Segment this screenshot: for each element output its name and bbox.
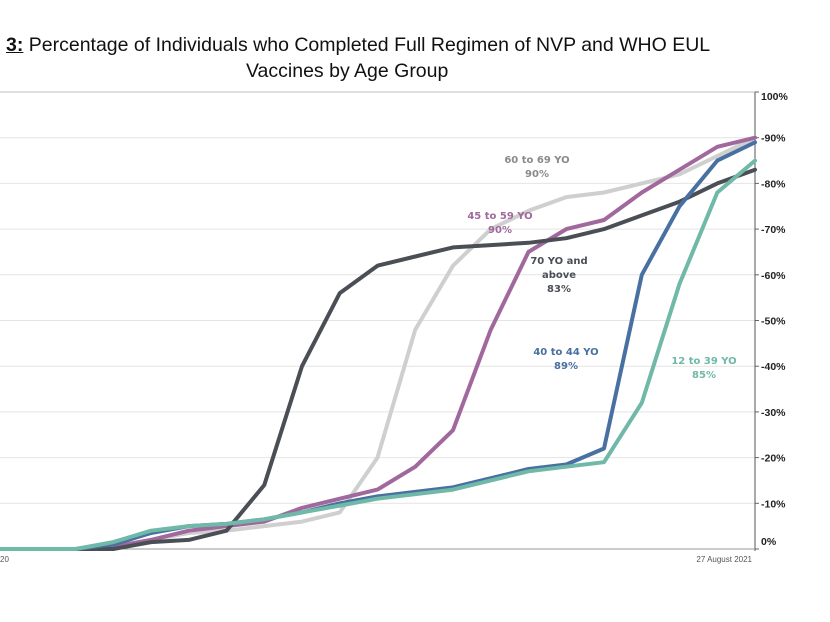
series-label-2: 70 YO and above 83% bbox=[530, 256, 587, 295]
series-name: 40 to 44 YO bbox=[533, 347, 598, 358]
y-axis: 0% -10% -20% -30% -40% -50% -60% -70% -80% -90% 10… bbox=[0, 91, 789, 551]
y-tick-label: -50% bbox=[761, 316, 786, 328]
series-label-4: 12 to 39 YO 85% bbox=[671, 356, 736, 381]
series-label-3: 40 to 44 YO 89% bbox=[533, 347, 598, 372]
series-line-2 bbox=[0, 167, 757, 551]
y-tick-label: -80% bbox=[761, 178, 786, 190]
series-labels: 60 to 69 YO 90% 45 to 59 YO 90% 70 YO and abo… bbox=[467, 155, 736, 381]
series-label-1: 45 to 59 YO 90% bbox=[467, 211, 532, 236]
y-tick-label: -70% bbox=[761, 224, 786, 236]
series-line-3 bbox=[0, 140, 757, 551]
series-value: 90% bbox=[488, 225, 512, 236]
series-value: 90% bbox=[525, 169, 549, 180]
series-line-1 bbox=[0, 135, 757, 551]
y-tick-label: -40% bbox=[761, 361, 786, 373]
chart-title-line1: 3: Percentage of Individuals who Complet… bbox=[6, 32, 710, 58]
chart-title-text: Percentage of Individuals who Completed … bbox=[23, 34, 711, 56]
series-lines bbox=[0, 135, 757, 551]
y-tick-label: -20% bbox=[761, 453, 786, 465]
y-tick-label: 100% bbox=[761, 91, 789, 103]
series-value: 89% bbox=[554, 361, 578, 372]
series-name: 45 to 59 YO bbox=[467, 211, 532, 222]
series-name: 60 to 69 YO bbox=[504, 155, 569, 166]
x-axis: 20 27 August 2021 bbox=[0, 555, 753, 564]
series-label-0: 60 to 69 YO 90% bbox=[504, 155, 569, 180]
chart-grid bbox=[0, 91, 755, 550]
x-tick-label: 20 bbox=[0, 555, 9, 564]
y-tick-label: -10% bbox=[761, 498, 786, 510]
x-tick-label: 27 August 2021 bbox=[696, 555, 752, 564]
series-name: 12 to 39 YO bbox=[671, 356, 736, 367]
y-tick-label: -90% bbox=[761, 133, 786, 145]
y-tick-label: -30% bbox=[761, 407, 786, 419]
y-tick-label: -60% bbox=[761, 270, 786, 282]
series-line-4 bbox=[0, 158, 757, 551]
series-value: 85% bbox=[692, 370, 716, 381]
series-value: 83% bbox=[547, 284, 571, 295]
chart-title-number: 3: bbox=[6, 34, 24, 56]
series-name: 70 YO and bbox=[530, 256, 587, 267]
chart-title-line2: Vaccines by Age Group bbox=[246, 60, 449, 82]
series-name: above bbox=[542, 270, 576, 281]
y-tick-label: 0% bbox=[761, 536, 777, 548]
